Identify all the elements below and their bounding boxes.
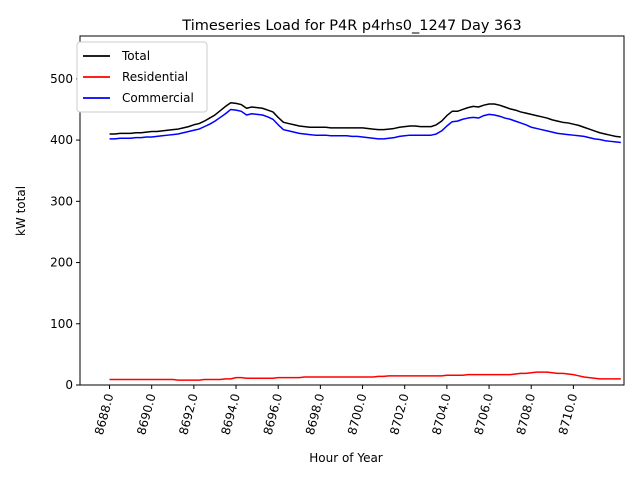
x-tick-label: 8694.0 (219, 392, 243, 436)
legend: Total Residential Commercial (76, 41, 208, 113)
legend-label-residential: Residential (122, 70, 188, 84)
y-tick-label: 0 (65, 378, 73, 392)
x-tick-label: 8696.0 (261, 392, 285, 436)
series-line-total (109, 101, 621, 138)
x-tick-label: 8690.0 (134, 392, 158, 436)
y-tick-label: 100 (50, 317, 73, 331)
series-lines (109, 101, 621, 381)
x-tick-label: 8710.0 (556, 392, 580, 436)
x-tick-label: 8708.0 (514, 392, 538, 436)
x-axis: 8688.0 8690.0 8692.0 8694.0 8696.0 8698.0 8700… (92, 385, 580, 436)
x-tick-label: 8700.0 (345, 392, 369, 436)
y-axis-label: kW total (14, 186, 28, 236)
x-tick-label: 8706.0 (472, 392, 496, 436)
x-tick-label: 8692.0 (176, 392, 200, 436)
series-line-commercial (109, 108, 621, 144)
x-tick-label: 8698.0 (303, 392, 327, 436)
y-tick-label: 200 (50, 256, 73, 270)
series-line-residential (109, 371, 621, 381)
plot-frame (79, 35, 625, 386)
legend-label-total: Total (121, 49, 150, 63)
x-tick-label: 8704.0 (429, 392, 453, 436)
legend-label-commercial: Commercial (122, 91, 194, 105)
chart-title: Timeseries Load for P4R p4rhs0_1247 Day … (181, 18, 521, 34)
y-tick-label: 300 (50, 194, 73, 208)
legend-box (76, 41, 208, 113)
y-tick-label: 500 (50, 72, 73, 86)
y-tick-label: 400 (50, 133, 73, 147)
x-tick-label: 8702.0 (387, 392, 411, 436)
x-tick-label: 8688.0 (92, 392, 116, 436)
x-axis-label: Hour of Year (309, 451, 383, 465)
y-axis: 0 100 200 300 400 500 (50, 72, 80, 392)
